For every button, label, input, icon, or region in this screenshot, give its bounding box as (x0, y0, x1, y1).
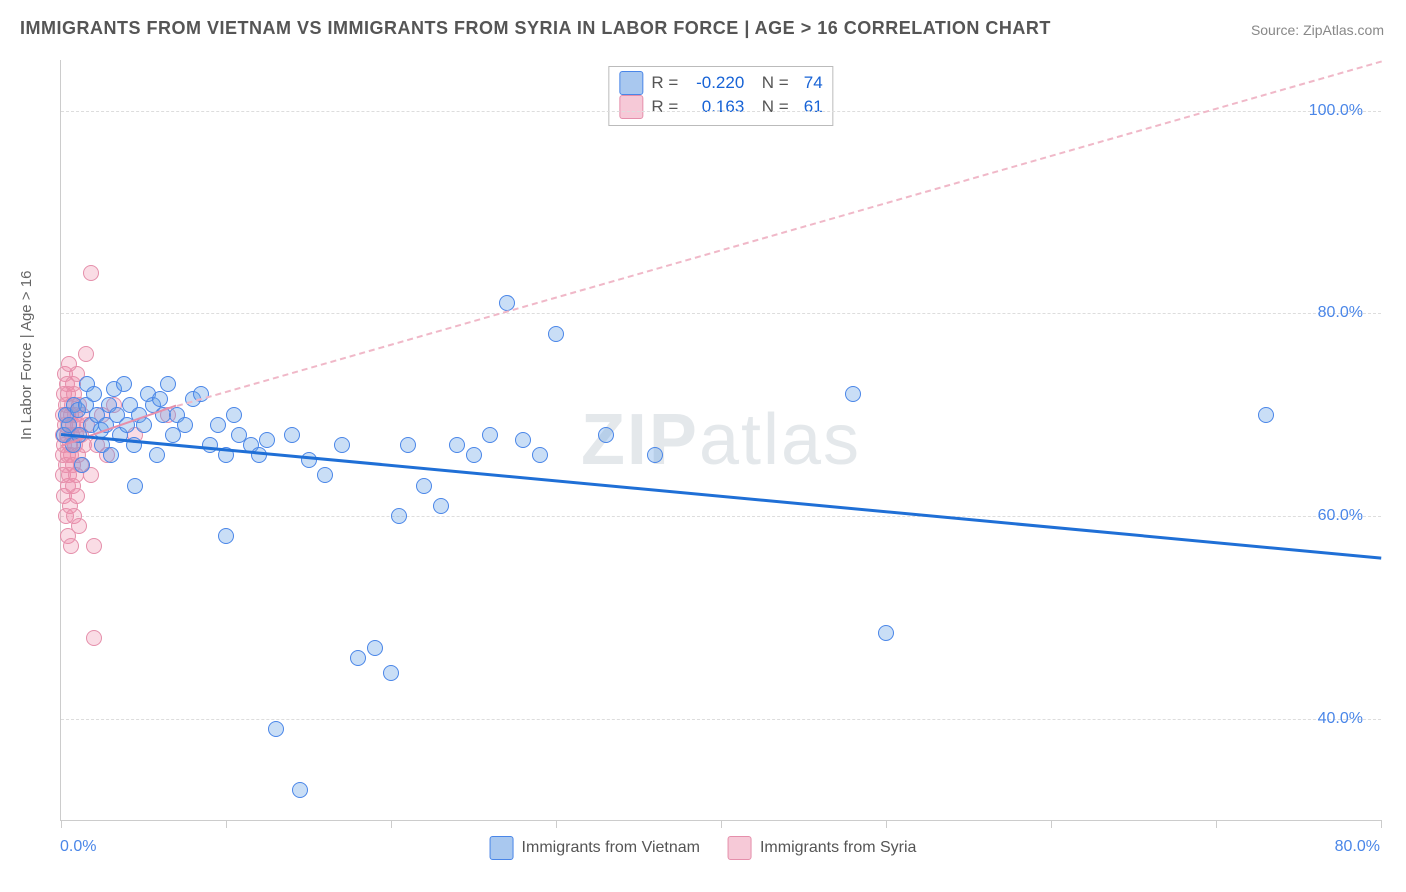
source-label: Source: ZipAtlas.com (1251, 22, 1384, 38)
bottom-legend: Immigrants from Vietnam Immigrants from … (490, 836, 917, 860)
data-point-vietnam (598, 427, 614, 443)
stats-box: R = -0.220 N = 74 R = 0.163 N = 61 (608, 66, 833, 126)
data-point-vietnam (845, 386, 861, 402)
data-point-vietnam (515, 432, 531, 448)
x-tick (391, 820, 392, 828)
x-tick (61, 820, 62, 828)
data-point-vietnam (383, 665, 399, 681)
x-tick (721, 820, 722, 828)
watermark: ZIPatlas (581, 399, 861, 481)
x-tick (1381, 820, 1382, 828)
plot-area: ZIPatlas R = -0.220 N = 74 R = 0.163 N =… (60, 60, 1381, 821)
stats-row-vietnam: R = -0.220 N = 74 (619, 71, 822, 95)
data-point-vietnam (367, 640, 383, 656)
data-point-vietnam (116, 376, 132, 392)
data-point-syria (86, 538, 102, 554)
data-point-vietnam (878, 625, 894, 641)
legend-swatch-vietnam (490, 836, 514, 860)
data-point-vietnam (259, 432, 275, 448)
data-point-vietnam (218, 528, 234, 544)
data-point-syria (83, 265, 99, 281)
data-point-syria (78, 346, 94, 362)
stats-row-syria: R = 0.163 N = 61 (619, 95, 822, 119)
data-point-vietnam (416, 478, 432, 494)
data-point-syria (63, 538, 79, 554)
x-tick (556, 820, 557, 828)
y-tick-label: 100.0% (1309, 102, 1363, 120)
data-point-vietnam (400, 437, 416, 453)
data-point-vietnam (149, 447, 165, 463)
data-point-vietnam (482, 427, 498, 443)
x-axis-max-label: 80.0% (1335, 838, 1380, 856)
gridline (61, 719, 1381, 720)
data-point-syria (86, 630, 102, 646)
gridline (61, 111, 1381, 112)
legend-swatch-syria (728, 836, 752, 860)
legend-entry-syria: Immigrants from Syria (728, 836, 916, 860)
data-point-vietnam (226, 407, 242, 423)
swatch-vietnam (619, 71, 643, 95)
legend-label-syria: Immigrants from Syria (760, 839, 916, 857)
data-point-vietnam (1258, 407, 1274, 423)
x-tick (1216, 820, 1217, 828)
data-point-syria (71, 518, 87, 534)
swatch-syria (619, 95, 643, 119)
data-point-vietnam (127, 478, 143, 494)
data-point-vietnam (466, 447, 482, 463)
data-point-vietnam (210, 417, 226, 433)
y-tick-label: 60.0% (1318, 507, 1363, 525)
data-point-vietnam (86, 386, 102, 402)
data-point-vietnam (350, 650, 366, 666)
data-point-vietnam (160, 376, 176, 392)
data-point-vietnam (433, 498, 449, 514)
data-point-syria (69, 488, 85, 504)
data-point-vietnam (449, 437, 465, 453)
x-tick (226, 820, 227, 828)
r-value-syria: 0.163 (686, 97, 744, 117)
gridline (61, 516, 1381, 517)
gridline (61, 313, 1381, 314)
data-point-vietnam (74, 457, 90, 473)
data-point-vietnam (317, 467, 333, 483)
y-axis-label: In Labor Force | Age > 16 (18, 271, 35, 440)
chart-title: IMMIGRANTS FROM VIETNAM VS IMMIGRANTS FR… (20, 18, 1051, 39)
data-point-vietnam (334, 437, 350, 453)
data-point-vietnam (647, 447, 663, 463)
data-point-vietnam (177, 417, 193, 433)
n-value-vietnam: 74 (797, 73, 823, 93)
r-value-vietnam: -0.220 (686, 73, 744, 93)
x-tick (886, 820, 887, 828)
data-point-vietnam (103, 447, 119, 463)
legend-entry-vietnam: Immigrants from Vietnam (490, 836, 700, 860)
trend-line (61, 433, 1381, 560)
legend-label-vietnam: Immigrants from Vietnam (522, 839, 700, 857)
data-point-vietnam (268, 721, 284, 737)
n-value-syria: 61 (797, 97, 823, 117)
data-point-vietnam (548, 326, 564, 342)
data-point-vietnam (532, 447, 548, 463)
data-point-vietnam (284, 427, 300, 443)
data-point-vietnam (251, 447, 267, 463)
data-point-vietnam (391, 508, 407, 524)
data-point-vietnam (152, 391, 168, 407)
data-point-vietnam (292, 782, 308, 798)
y-tick-label: 80.0% (1318, 304, 1363, 322)
data-point-vietnam (202, 437, 218, 453)
x-tick (1051, 820, 1052, 828)
x-axis-min-label: 0.0% (60, 838, 96, 856)
y-tick-label: 40.0% (1318, 710, 1363, 728)
